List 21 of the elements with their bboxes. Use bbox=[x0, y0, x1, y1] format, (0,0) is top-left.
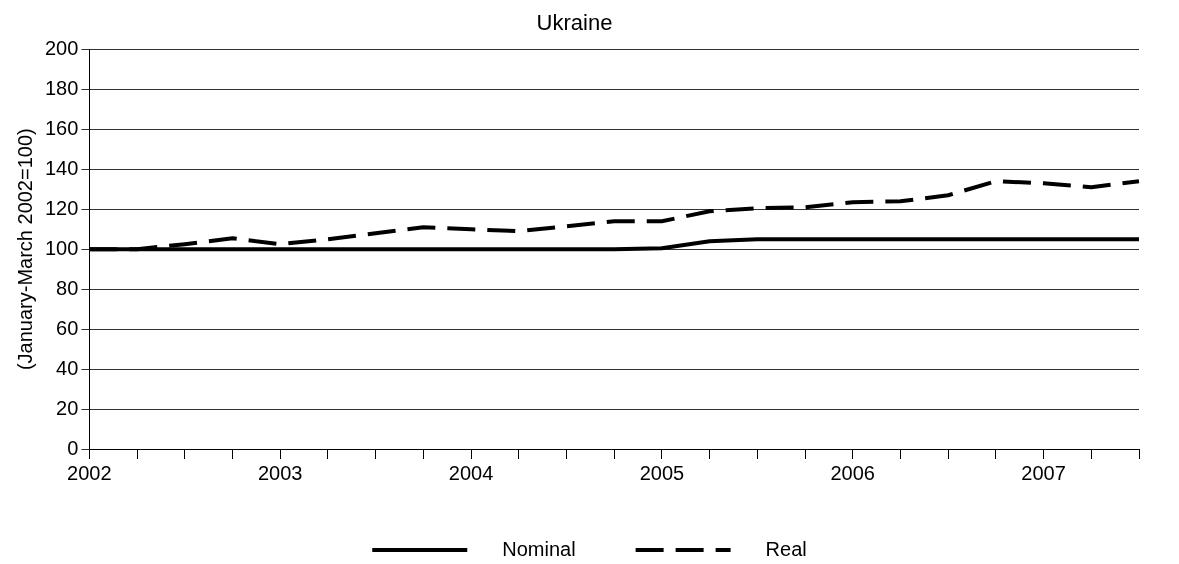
y-tick-label: 60 bbox=[56, 316, 79, 339]
x-tick-label: 2004 bbox=[448, 461, 494, 484]
x-tick-label: 2003 bbox=[257, 461, 303, 484]
x-tick-label: 2006 bbox=[830, 461, 875, 484]
legend-label: Real bbox=[765, 537, 807, 560]
chart-title: Ukraine bbox=[536, 10, 613, 36]
y-tick-label: 20 bbox=[56, 396, 79, 419]
y-tick-label: 140 bbox=[44, 156, 79, 179]
y-tick-label: 160 bbox=[44, 116, 79, 139]
x-tick-label: 2005 bbox=[639, 461, 685, 484]
y-tick-label: 40 bbox=[56, 356, 79, 379]
y-axis-title: (January-March 2002=100) bbox=[13, 128, 36, 371]
y-tick-label: 120 bbox=[44, 196, 79, 219]
x-tick-label: 2002 bbox=[67, 461, 112, 484]
y-tick-label: 80 bbox=[56, 276, 79, 299]
y-tick-label: 180 bbox=[44, 76, 79, 99]
legend-label: Nominal bbox=[502, 537, 576, 560]
y-tick-label: 200 bbox=[44, 36, 79, 59]
y-tick-label: 0 bbox=[67, 436, 79, 459]
y-tick-label: 100 bbox=[44, 236, 79, 259]
x-tick-label: 2007 bbox=[1021, 461, 1066, 484]
